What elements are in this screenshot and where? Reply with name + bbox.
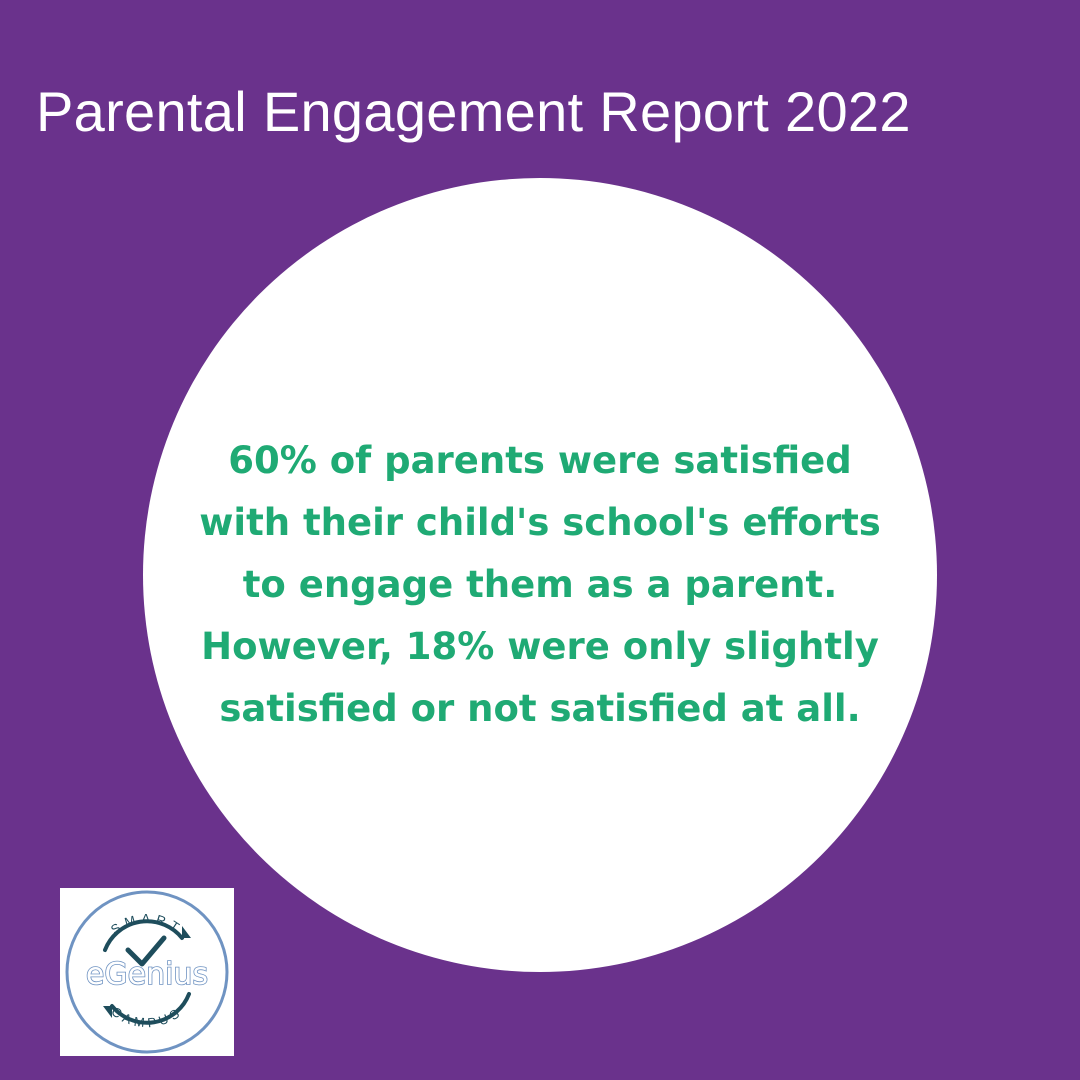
logo: SMART CAMPUS eGenius: [60, 888, 234, 1056]
egenius-smart-campus-logo-icon: SMART CAMPUS eGenius: [65, 890, 229, 1054]
statement-text: 60% of parents were satisfied with their…: [199, 439, 881, 730]
page-title: Parental Engagement Report 2022: [36, 80, 911, 143]
logo-brand-text: eGenius: [86, 957, 208, 992]
statement-circle: [143, 178, 937, 972]
